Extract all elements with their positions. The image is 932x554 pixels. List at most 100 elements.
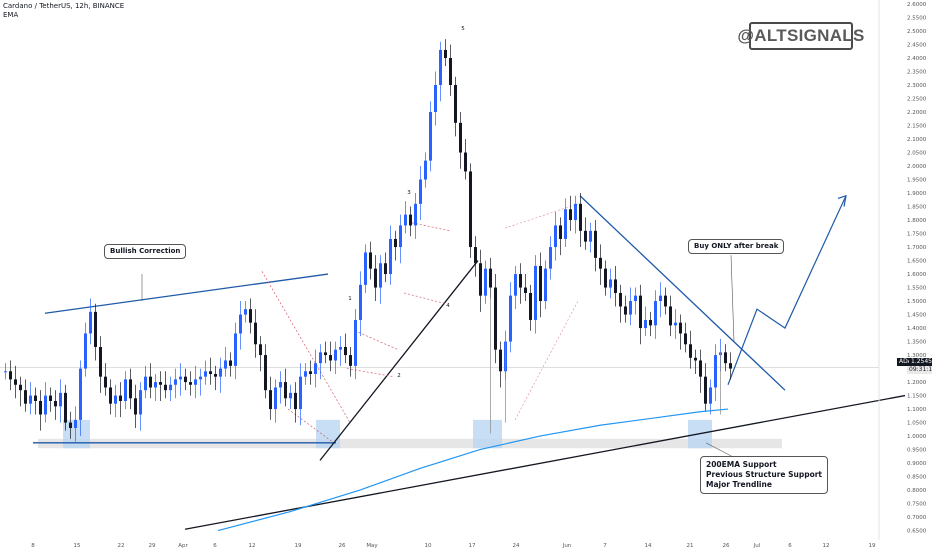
candle-body[interactable] — [74, 419, 77, 428]
candle-body[interactable] — [494, 287, 497, 350]
candle-body[interactable] — [354, 319, 357, 366]
candle-body[interactable] — [434, 85, 437, 113]
candle-body[interactable] — [304, 371, 307, 377]
candle-body[interactable] — [584, 230, 587, 242]
candle-body[interactable] — [194, 379, 197, 385]
candle-body[interactable] — [199, 376, 202, 380]
candle-body[interactable] — [469, 171, 472, 248]
candle-body[interactable] — [169, 384, 172, 391]
candle-body[interactable] — [394, 238, 397, 248]
candle-body[interactable] — [414, 203, 417, 226]
candle-body[interactable] — [4, 371, 7, 373]
candle-body[interactable] — [214, 373, 217, 377]
candle-body[interactable] — [234, 333, 237, 366]
candle-body[interactable] — [264, 355, 267, 391]
candle-body[interactable] — [569, 209, 572, 221]
candle-body[interactable] — [259, 344, 262, 356]
candle-body[interactable] — [339, 346, 342, 350]
candle-body[interactable] — [9, 371, 12, 380]
candle-body[interactable] — [714, 355, 717, 388]
candle-body[interactable] — [459, 122, 462, 153]
candle-body[interactable] — [439, 49, 442, 86]
candle-body[interactable] — [524, 287, 527, 293]
candle-body[interactable] — [319, 352, 322, 364]
candle-body[interactable] — [489, 268, 492, 288]
candle-body[interactable] — [709, 387, 712, 404]
candle-body[interactable] — [499, 349, 502, 372]
candle-body[interactable] — [704, 376, 707, 404]
candle-body[interactable] — [539, 265, 542, 302]
candle-body[interactable] — [44, 395, 47, 415]
candle-body[interactable] — [229, 360, 232, 366]
candle-body[interactable] — [364, 252, 367, 285]
candle-body[interactable] — [564, 209, 567, 239]
candle-body[interactable] — [599, 257, 602, 269]
candle-body[interactable] — [454, 85, 457, 123]
candle-body[interactable] — [279, 382, 282, 388]
candle-body[interactable] — [674, 322, 677, 326]
candle-body[interactable] — [639, 295, 642, 329]
candle-body[interactable] — [519, 274, 522, 288]
candle-body[interactable] — [79, 368, 82, 420]
candle-body[interactable] — [149, 376, 152, 388]
candle-body[interactable] — [274, 387, 277, 410]
candle-body[interactable] — [244, 309, 247, 315]
candle-body[interactable] — [299, 376, 302, 410]
candle-body[interactable] — [554, 225, 557, 248]
candle-body[interactable] — [614, 279, 617, 293]
candle-body[interactable] — [474, 247, 477, 264]
candle-body[interactable] — [224, 360, 227, 369]
candle-body[interactable] — [369, 252, 372, 269]
candle-body[interactable] — [159, 382, 162, 385]
candle-body[interactable] — [104, 376, 107, 388]
candle-body[interactable] — [54, 400, 57, 407]
candle-body[interactable] — [294, 392, 297, 410]
candle-body[interactable] — [114, 395, 117, 404]
candle-body[interactable] — [399, 225, 402, 248]
candle-body[interactable] — [619, 292, 622, 307]
candle-body[interactable] — [479, 263, 482, 296]
candle-body[interactable] — [349, 355, 352, 366]
candle-body[interactable] — [94, 311, 97, 347]
candle-body[interactable] — [594, 230, 597, 258]
candle-body[interactable] — [579, 203, 582, 231]
candle-body[interactable] — [449, 58, 452, 86]
candle-body[interactable] — [174, 379, 177, 385]
candle-body[interactable] — [544, 268, 547, 302]
candle-body[interactable] — [559, 225, 562, 239]
candle-body[interactable] — [329, 355, 332, 361]
candle-body[interactable] — [404, 214, 407, 226]
candle-body[interactable] — [144, 376, 147, 391]
candle-body[interactable] — [19, 384, 22, 391]
candle-body[interactable] — [724, 352, 727, 364]
candle-body[interactable] — [239, 314, 242, 334]
candle-body[interactable] — [424, 160, 427, 180]
candle-body[interactable] — [134, 398, 137, 415]
candle-body[interactable] — [189, 382, 192, 385]
candle-body[interactable] — [729, 363, 732, 369]
candle-body[interactable] — [684, 333, 687, 345]
candle-body[interactable] — [429, 112, 432, 161]
candle-body[interactable] — [389, 238, 392, 275]
candle-body[interactable] — [689, 344, 692, 358]
candle-body[interactable] — [289, 392, 292, 399]
candle-body[interactable] — [254, 322, 257, 345]
candle-body[interactable] — [124, 379, 127, 401]
candle-body[interactable] — [209, 371, 212, 374]
candle-body[interactable] — [589, 230, 592, 242]
candle-body[interactable] — [669, 306, 672, 326]
candle-body[interactable] — [529, 292, 532, 320]
candle-body[interactable] — [464, 152, 467, 172]
candle-body[interactable] — [139, 390, 142, 415]
candle-body[interactable] — [484, 268, 487, 296]
candle-body[interactable] — [384, 263, 387, 275]
candle-body[interactable] — [664, 295, 667, 307]
candle-body[interactable] — [39, 400, 42, 415]
candle-body[interactable] — [419, 179, 422, 204]
candle-body[interactable] — [624, 306, 627, 315]
candle-body[interactable] — [69, 422, 72, 428]
candle-body[interactable] — [99, 346, 102, 377]
candle-body[interactable] — [514, 274, 517, 296]
candle-body[interactable] — [14, 379, 17, 385]
candle-body[interactable] — [359, 284, 362, 320]
